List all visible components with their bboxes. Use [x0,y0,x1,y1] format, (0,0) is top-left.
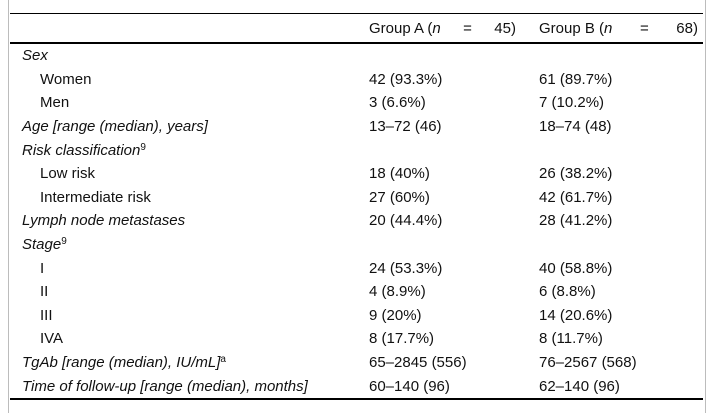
table-row: Men 3 (6.6%) 7 (10.2%) [10,91,703,115]
row-label: Age [range (median), years] [22,118,208,136]
table-row: Time of follow-up [range (median), month… [10,374,703,398]
row-label: Lymph node metastases [22,212,186,230]
row-label: Risk classification [22,141,141,159]
group-a-value: 65–2845 (556) [369,354,467,372]
row-label: Time of follow-up [range (median), month… [22,377,308,395]
group-a-value: 18 (40%) [369,165,430,183]
row-label: Low risk [40,165,96,183]
row-label-cell: Intermediate risk [10,189,369,206]
group-b-value: 14 (20.6%) [539,306,613,324]
group-b-value: 18–74 (48) [539,118,612,136]
table-row: Risk classification9 [10,138,703,162]
group-b-column-header: Group B (n = 68) [539,20,703,37]
row-label-cell: II [10,283,369,300]
row-label-cell: III [10,307,369,324]
table-row: Age [range (median), years] 13–72 (46) 1… [10,115,703,139]
table-frame-right-line [705,0,706,413]
group-a-value: 20 (44.4%) [369,212,443,230]
group-b-count: 68) [676,19,698,37]
row-label: TgAb [range (median), IU/mL] [22,354,221,372]
group-a-value: 24 (53.3%) [369,259,443,277]
row-label-cell: I [10,260,369,277]
row-label-cell: Women [10,71,369,88]
group-a-value: 13–72 (46) [369,118,442,136]
row-label-cell: Risk classification9 [10,142,369,159]
table-row: Low risk 18 (40%) 26 (38.2%) [10,162,703,186]
row-label-cell: Time of follow-up [range (median), month… [10,378,369,395]
group-b-equals: = [639,19,649,37]
footnote-marker: 9 [61,236,67,248]
row-label: IVA [40,330,64,348]
group-b-value: 26 (38.2%) [539,165,613,183]
n-symbol: n [432,19,441,37]
group-b-value: 7 (10.2%) [539,94,605,112]
group-a-value: 3 (6.6%) [369,94,426,112]
row-label: III [40,306,53,324]
row-label: Intermediate risk [40,188,151,206]
patient-characteristics-table: Group A (n = 45) Group B (n = 68) Sex Wo… [10,13,703,400]
table-row: TgAb [range (median), IU/mL]a 65–2845 (5… [10,351,703,375]
group-a-value: 42 (93.3%) [369,70,443,88]
group-a-value: 9 (20%) [369,306,422,324]
group-b-value: 42 (61.7%) [539,188,613,206]
group-b-value: 76–2567 (568) [539,354,637,372]
row-label: Women [40,70,92,88]
row-label-cell: IVA [10,330,369,347]
footnote-marker: 9 [140,141,146,153]
group-a-value: 27 (60%) [369,188,430,206]
table-row: IVA 8 (17.7%) 8 (11.7%) [10,327,703,351]
row-label: I [40,259,45,277]
row-label-cell: Men [10,94,369,111]
table-row: II 4 (8.9%) 6 (8.8%) [10,280,703,304]
group-a-count: 45) [494,19,516,37]
group-a-value: 60–140 (96) [369,377,450,395]
table-body: Sex Women 42 (93.3%) 61 (89.7%) Men 3 (6… [10,44,703,398]
table-row: Women 42 (93.3%) 61 (89.7%) [10,68,703,92]
group-a-equals: = [463,19,472,37]
group-b-value: 6 (8.8%) [539,283,596,301]
row-label-cell: Stage9 [10,236,369,253]
row-label: Stage [22,236,62,254]
group-a-header-name: Group A (n [369,19,441,37]
group-b-header-name: Group B (n [539,19,613,37]
table-row: Stage9 [10,233,703,257]
n-symbol: n [604,19,613,37]
group-b-value: 62–140 (96) [539,377,620,395]
row-label-cell: Low risk [10,165,369,182]
group-a-value: 4 (8.9%) [369,283,426,301]
row-label-cell: Sex [10,47,369,64]
row-label: Sex [22,47,48,65]
group-b-value: 28 (41.2%) [539,212,613,230]
row-label: Men [40,94,70,112]
group-b-value: 8 (11.7%) [539,330,603,348]
row-label-cell: Lymph node metastases [10,212,369,229]
row-label-cell: Age [range (median), years] [10,118,369,135]
group-b-value: 61 (89.7%) [539,70,613,88]
group-a-column-header: Group A (n = 45) [369,20,539,37]
group-b-value: 40 (58.8%) [539,259,613,277]
table-row: Lymph node metastases 20 (44.4%) 28 (41.… [10,209,703,233]
table-row: I 24 (53.3%) 40 (58.8%) [10,256,703,280]
row-label-cell: TgAb [range (median), IU/mL]a [10,354,369,371]
table-header-row: Group A (n = 45) Group B (n = 68) [10,14,703,44]
group-a-value: 8 (17.7%) [369,330,435,348]
table-row: Sex [10,44,703,68]
row-label: II [40,283,49,301]
footnote-marker: a [220,354,226,366]
table-row: III 9 (20%) 14 (20.6%) [10,304,703,328]
table-frame-left-line [8,0,9,413]
table-row: Intermediate risk 27 (60%) 42 (61.7%) [10,186,703,210]
